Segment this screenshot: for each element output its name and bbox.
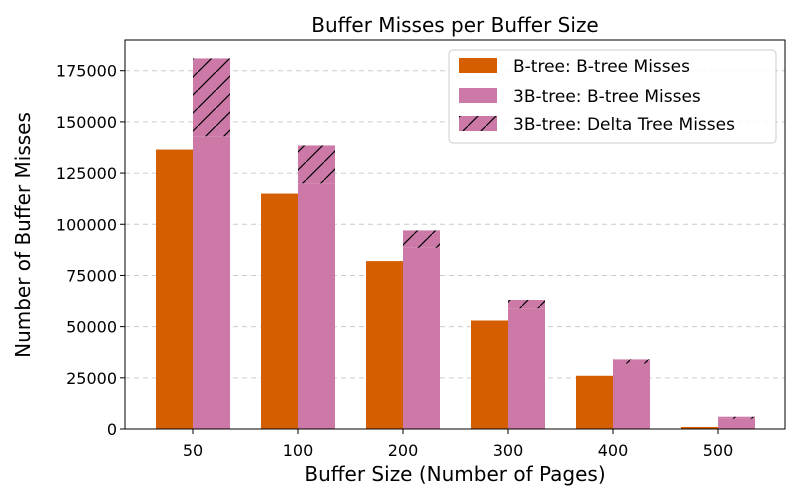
bar-3btree-delta-misses [718,416,755,419]
x-tick-labels: 50 100 200 300 400 500 [183,429,733,460]
bar-btree-misses [576,375,613,429]
bars [156,58,755,429]
x-tick-label: 300 [493,441,524,460]
bar-btree-misses [471,320,508,429]
bar-3btree-delta-misses [613,359,650,364]
x-axis-title: Buffer Size (Number of Pages) [304,462,605,486]
x-tick-label: 200 [388,441,419,460]
legend-label-3btree-delta: 3B-tree: Delta Tree Misses [513,115,735,135]
y-tick-label: 125000 [56,164,117,183]
legend-label-btree: B-tree: B-tree Misses [513,57,690,77]
y-tick-label: 100000 [56,215,117,234]
x-tick-label: 100 [283,441,314,460]
bar-3btree-btree-misses [613,363,650,429]
bar-btree-misses [366,261,403,429]
bar-3btree-delta-misses [193,58,230,137]
x-tick-label: 400 [598,441,629,460]
y-tick-label: 50000 [66,318,117,337]
legend-swatch-3btree-btree [459,88,497,103]
y-tick-label: 25000 [66,369,117,388]
legend: B-tree: B-tree Misses 3B-tree: B-tree Mi… [448,49,777,144]
bar-3btree-btree-misses [718,418,755,429]
legend-swatch-3btree-delta [459,116,497,131]
legend-label-3btree-btree: 3B-tree: B-tree Misses [513,87,701,107]
chart-title: Buffer Misses per Buffer Size [311,13,599,37]
y-tick-label: 175000 [56,62,117,81]
legend-swatch-btree [459,58,497,73]
bar-3btree-btree-misses [508,308,545,429]
bar-btree-misses [156,149,193,429]
x-tick-label: 500 [703,441,734,460]
y-tick-labels: 0 25000 50000 75000 100000 125000 150000 175000 [56,62,125,439]
bar-btree-misses [261,193,298,429]
y-tick-label: 150000 [56,113,117,132]
legend-frame [448,49,777,144]
y-axis-title: Number of Buffer Misses [11,112,35,358]
bar-3btree-delta-misses [508,300,545,309]
y-tick-label: 75000 [66,266,117,285]
bar-3btree-delta-misses [403,230,440,248]
bar-3btree-btree-misses [298,183,335,429]
bar-btree-misses [681,426,718,429]
bar-3btree-btree-misses [403,247,440,429]
bar-3btree-delta-misses [298,145,335,184]
x-tick-label: 50 [183,441,203,460]
y-tick-label: 0 [107,420,117,439]
bar-3btree-btree-misses [193,136,230,429]
plot-area-frame [124,39,786,430]
